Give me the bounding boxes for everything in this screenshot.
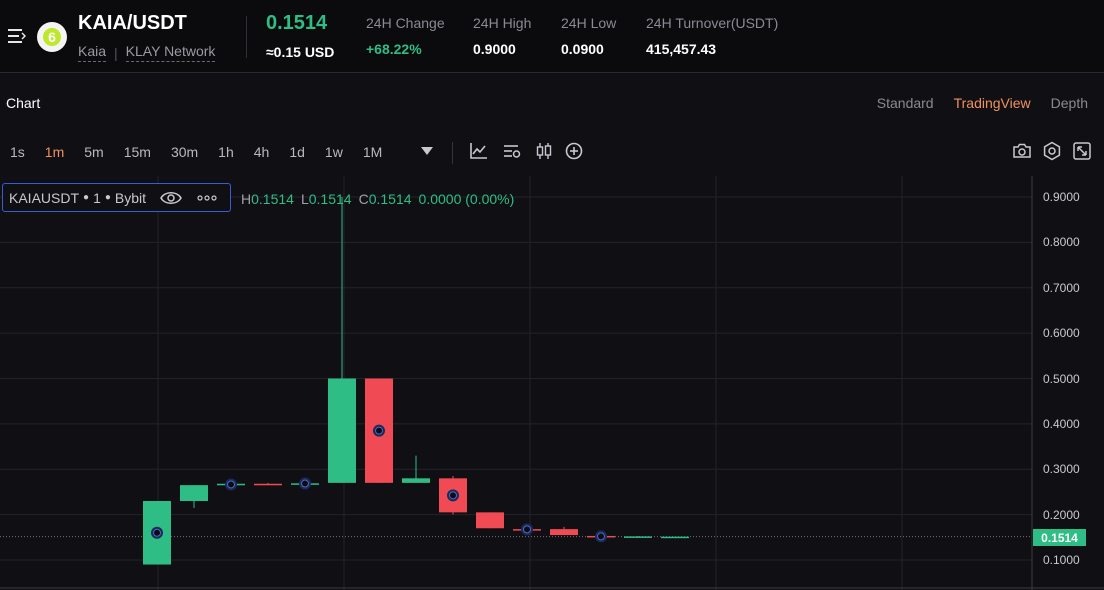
price-axis-label: 0.4000 [1043, 416, 1080, 431]
price-axis-label: 0.9000 [1043, 190, 1080, 204]
candle-type-icon[interactable] [533, 140, 555, 162]
price-axis-label: 0.2000 [1043, 507, 1080, 522]
stat-value: 0.0900 [561, 41, 604, 57]
legend-exchange: Bybit [114, 189, 147, 206]
kaia-logo-glyph: 6 [43, 28, 61, 46]
tab-standard[interactable]: Standard [876, 95, 934, 111]
candle-body [624, 536, 652, 538]
interval-5m[interactable]: 5m [84, 144, 104, 160]
candle-body [180, 485, 208, 502]
current-price-tag: 0.1514 [1033, 529, 1086, 546]
chart-settings-icon[interactable] [501, 140, 523, 162]
ohlc-high: 0.1514 [251, 191, 294, 207]
legend-symbol: KAIAUSDT [9, 189, 80, 206]
ohlc-change: 0.0000 (0.00%) [418, 191, 515, 207]
trade-marker-inner [301, 479, 309, 488]
candle-body [661, 536, 689, 539]
eye-icon[interactable] [160, 190, 182, 206]
interval-1h[interactable]: 1h [218, 144, 234, 160]
candle-body [550, 529, 578, 536]
ohlc-h-label: H [241, 191, 252, 207]
header-divider [246, 16, 247, 58]
stat-24h-high: 24H High 0.9000 [473, 15, 531, 57]
stat-label: 24H High [473, 15, 532, 31]
stat-24h-low: 24H Low 0.0900 [561, 15, 616, 57]
interval-4h[interactable]: 4h [253, 144, 270, 160]
pair-subtitle: Kaia | KLAY Network [78, 43, 216, 62]
interval-1M[interactable]: 1M [362, 144, 383, 160]
trade-marker-inner [375, 426, 383, 435]
market-header: 6 KAIA/USDT Kaia | KLAY Network 0.1514 ≈… [0, 0, 1104, 73]
price-usd: ≈0.15 USD [266, 44, 335, 60]
interval-1s[interactable]: 1s [10, 144, 25, 160]
price-axis-label: 0.6000 [1043, 326, 1080, 341]
interval-selector: 1s 1m 5m 15m 30m 1h 4h 1d 1w 1M [10, 144, 402, 160]
candle-body [328, 378, 356, 483]
legend-dot: ● [83, 192, 90, 203]
indicator-chart-icon[interactable] [468, 140, 490, 162]
candle-body [476, 512, 504, 529]
interval-1w[interactable]: 1w [324, 144, 343, 160]
add-indicator-icon[interactable] [563, 140, 585, 162]
tab-depth[interactable]: Depth [1050, 95, 1088, 111]
interval-15m[interactable]: 15m [123, 144, 151, 160]
price-axis-label: 0.5000 [1043, 371, 1080, 386]
price-axis-label: 0.8000 [1043, 235, 1080, 250]
kaia-logo-icon: 6 [37, 22, 67, 52]
legend-interval: 1 [93, 189, 101, 206]
ohlc-readout: H0.1514 L0.1514 C0.1514 0.0000 (0.00%) [241, 191, 514, 207]
subtitle-separator: | [114, 44, 118, 61]
price-axis-label: 0.3000 [1043, 462, 1080, 477]
chart-view-tabs: Standard TradingView Depth [877, 95, 1088, 111]
interval-1d[interactable]: 1d [289, 144, 305, 160]
network-tag[interactable]: KLAY Network [125, 43, 216, 62]
price-axis-label: 0.1000 [1043, 553, 1080, 567]
menu-icon[interactable] [8, 28, 26, 44]
pair-name[interactable]: KAIA/USDT [78, 12, 187, 34]
stat-label: 24H Change [366, 15, 445, 31]
stat-value: +68.22% [366, 41, 422, 57]
stat-24h-turnover: 24H Turnover(USDT) 415,457.43 [646, 15, 778, 57]
trade-marker-inner [597, 532, 605, 541]
chart-section-title: Chart [6, 95, 41, 111]
candle-body [402, 478, 430, 483]
camera-icon[interactable] [1011, 140, 1033, 162]
gear-icon[interactable] [1041, 140, 1063, 162]
last-price: 0.1514 [266, 12, 328, 34]
chart-toolbar: 1s 1m 5m 15m 30m 1h 4h 1d 1w 1M [0, 138, 1104, 168]
fullscreen-icon[interactable] [1071, 140, 1093, 162]
stat-label: 24H Low [561, 15, 617, 31]
trade-marker-inner [227, 480, 235, 489]
coin-name-tag[interactable]: Kaia [78, 43, 107, 62]
trade-marker-inner [449, 491, 457, 500]
ohlc-low: 0.1514 [308, 191, 352, 207]
ohlc-c-label: C [358, 191, 369, 207]
legend-dot: ● [104, 192, 111, 203]
interval-30m[interactable]: 30m [170, 144, 199, 160]
candle-body [254, 483, 282, 486]
ohlc-l-label: L [300, 191, 309, 207]
candlestick-chart[interactable] [0, 176, 1104, 590]
symbol-legend[interactable]: KAIAUSDT ● 1 ● Bybit [2, 183, 231, 212]
price-axis-label: 0.7000 [1043, 280, 1080, 295]
interval-1m[interactable]: 1m [44, 144, 65, 160]
stat-24h-change: 24H Change +68.22% [366, 15, 445, 57]
stat-value: 415,457.43 [646, 41, 717, 57]
trade-marker-inner [523, 525, 531, 534]
more-options-icon[interactable] [196, 193, 218, 203]
toolbar-divider [452, 142, 453, 164]
trade-marker-inner [153, 528, 161, 537]
stat-value: 0.9000 [473, 41, 516, 57]
tab-tradingview[interactable]: TradingView [953, 95, 1031, 111]
interval-dropdown-icon[interactable] [420, 146, 434, 156]
stat-label: 24H Turnover(USDT) [646, 15, 779, 31]
ohlc-close: 0.1514 [368, 191, 412, 207]
